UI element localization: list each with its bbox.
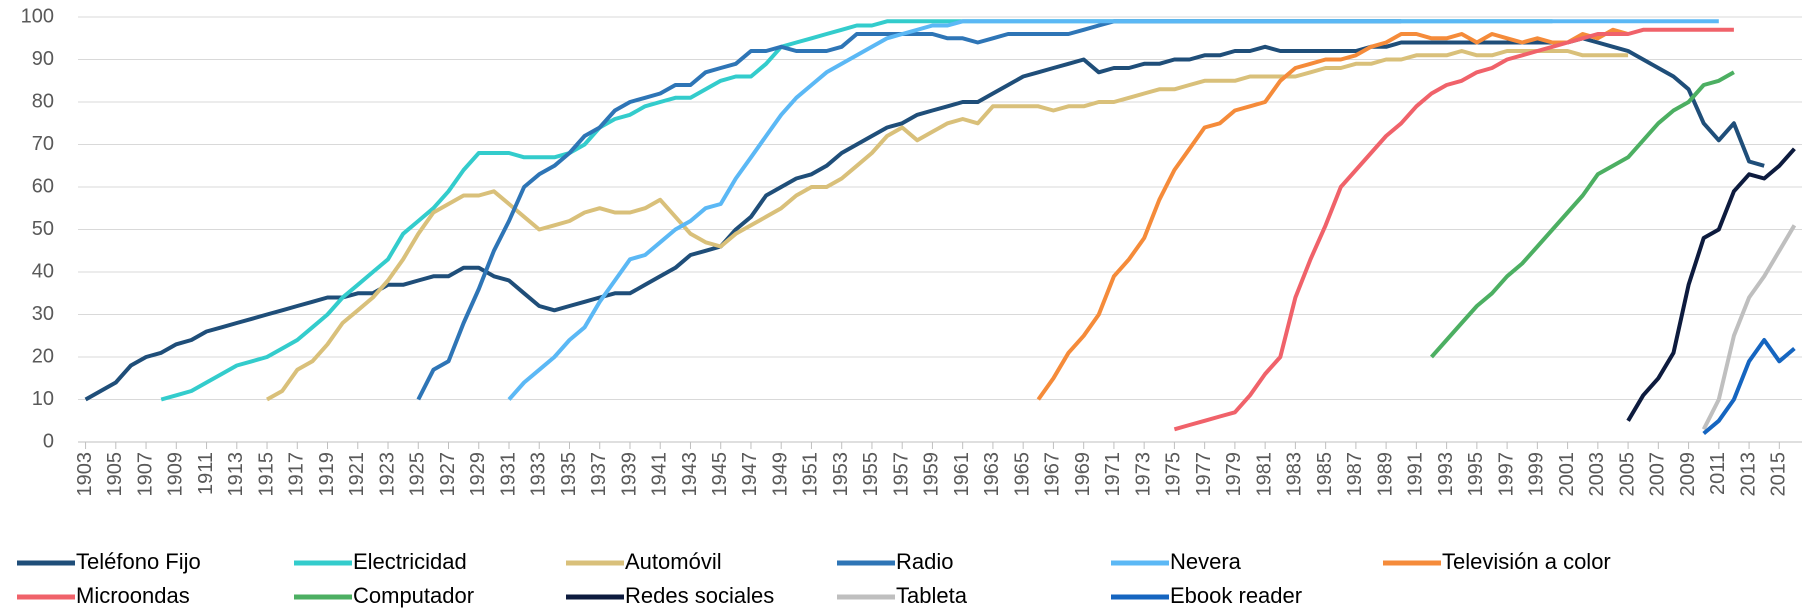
x-tick-label: 1969 [1072, 452, 1094, 497]
x-tick-label: 1963 [981, 452, 1003, 497]
x-tick-label: 1953 [830, 452, 852, 497]
x-tick-label: 2003 [1586, 452, 1608, 497]
x-tick-label: 1921 [346, 452, 368, 497]
x-tick-label: 2005 [1616, 452, 1638, 497]
legend-label: Redes sociales [625, 583, 774, 608]
x-tick-label: 1923 [376, 452, 398, 497]
x-tick-label: 1939 [618, 452, 640, 497]
x-tick-label: 2011 [1707, 452, 1729, 495]
y-tick-label: 50 [32, 218, 54, 240]
x-tick-label: 1993 [1435, 452, 1457, 497]
y-tick-label: 100 [21, 5, 54, 27]
x-tick-label: 2007 [1647, 452, 1669, 497]
x-tick-label: 1907 [134, 452, 156, 497]
x-tick-label: 1929 [467, 452, 489, 497]
series-line [1626, 147, 1796, 422]
x-tick-label: 1999 [1526, 452, 1548, 497]
x-tick-label: 1997 [1495, 452, 1517, 497]
x-tick-label: 1947 [739, 452, 761, 497]
x-tick-label: 1919 [316, 452, 338, 497]
x-tick-label: 1913 [225, 452, 247, 497]
x-tick-label: 1985 [1314, 452, 1336, 497]
series-line [1173, 27, 1734, 432]
x-tick-label: 1957 [890, 452, 912, 497]
x-tick-label: 1945 [709, 452, 731, 497]
series-line [266, 49, 1629, 402]
y-tick-label: 20 [32, 345, 54, 367]
series-line [160, 19, 1553, 402]
legend-label: Nevera [1170, 549, 1242, 574]
x-tick-label: 1905 [104, 452, 126, 497]
x-tick-label: 1951 [800, 452, 822, 497]
legend-label: Automóvil [625, 549, 722, 574]
legend-label: Ebook reader [1170, 583, 1302, 608]
x-tick-label: 1975 [1163, 452, 1185, 497]
x-tick-label: 1917 [286, 452, 308, 497]
x-tick-label: 1977 [1193, 452, 1215, 497]
x-tick-label: 1959 [921, 452, 943, 497]
x-tick-label: 1983 [1284, 452, 1306, 497]
x-tick-label: 1955 [860, 452, 882, 497]
x-tick-label: 1903 [74, 452, 96, 497]
x-tick-label: 1961 [951, 452, 973, 497]
x-tick-label: 1911 [195, 452, 217, 495]
x-tick-label: 1933 [528, 452, 550, 497]
legend-label: Tableta [896, 583, 968, 608]
series-line [1036, 27, 1629, 401]
x-tick-label: 1943 [679, 452, 701, 497]
legend-label: Microondas [76, 583, 190, 608]
x-tick-label: 1931 [497, 452, 519, 497]
x-tick-label: 1925 [407, 452, 429, 497]
x-tick-label: 1995 [1465, 452, 1487, 497]
x-tick-label: 1967 [1042, 452, 1064, 497]
x-tick-label: 2013 [1737, 452, 1759, 497]
series-line [1702, 338, 1796, 436]
series-line [1430, 70, 1735, 359]
x-tick-label: 2009 [1677, 452, 1699, 497]
y-tick-label: 0 [43, 430, 54, 452]
x-tick-label: 1949 [769, 452, 791, 497]
legend-label: Televisión a color [1442, 549, 1611, 574]
x-tick-label: 1971 [1102, 452, 1124, 497]
y-tick-label: 90 [32, 48, 54, 70]
x-tick-label: 1941 [649, 452, 671, 497]
x-tick-label: 2001 [1556, 452, 1578, 497]
legend-label: Electricidad [353, 549, 467, 574]
x-tick-label: 2015 [1768, 452, 1790, 497]
y-tick-label: 40 [32, 260, 54, 282]
x-tick-label: 1973 [1132, 452, 1154, 497]
series-line [507, 19, 1719, 401]
x-tick-label: 1935 [558, 452, 580, 497]
x-tick-label: 1987 [1344, 452, 1366, 497]
y-tick-label: 70 [32, 133, 54, 155]
x-tick-label: 1979 [1223, 452, 1245, 497]
x-tick-label: 1981 [1253, 452, 1275, 497]
series-line [1701, 224, 1797, 431]
legend-label: Radio [896, 549, 953, 574]
x-tick-label: 1909 [165, 452, 187, 497]
legend-label: Teléfono Fijo [76, 549, 201, 574]
legend: Teléfono Fijo Electricidad Automóvil Radio N… [17, 549, 1611, 608]
legend-label: Computador [353, 583, 474, 608]
x-tick-label: 1937 [588, 452, 610, 497]
y-tick-label: 80 [32, 90, 54, 112]
y-tick-label: 10 [32, 388, 54, 410]
y-tick-label: 30 [32, 303, 54, 325]
x-tick-label: 1991 [1405, 452, 1427, 497]
x-tick-label: 1965 [1011, 452, 1033, 497]
x-tick-label: 1989 [1374, 452, 1396, 497]
x-tick-label: 1915 [255, 452, 277, 497]
y-tick-label: 60 [32, 175, 54, 197]
series-line [84, 36, 1765, 402]
x-tick-label: 1927 [437, 452, 459, 497]
